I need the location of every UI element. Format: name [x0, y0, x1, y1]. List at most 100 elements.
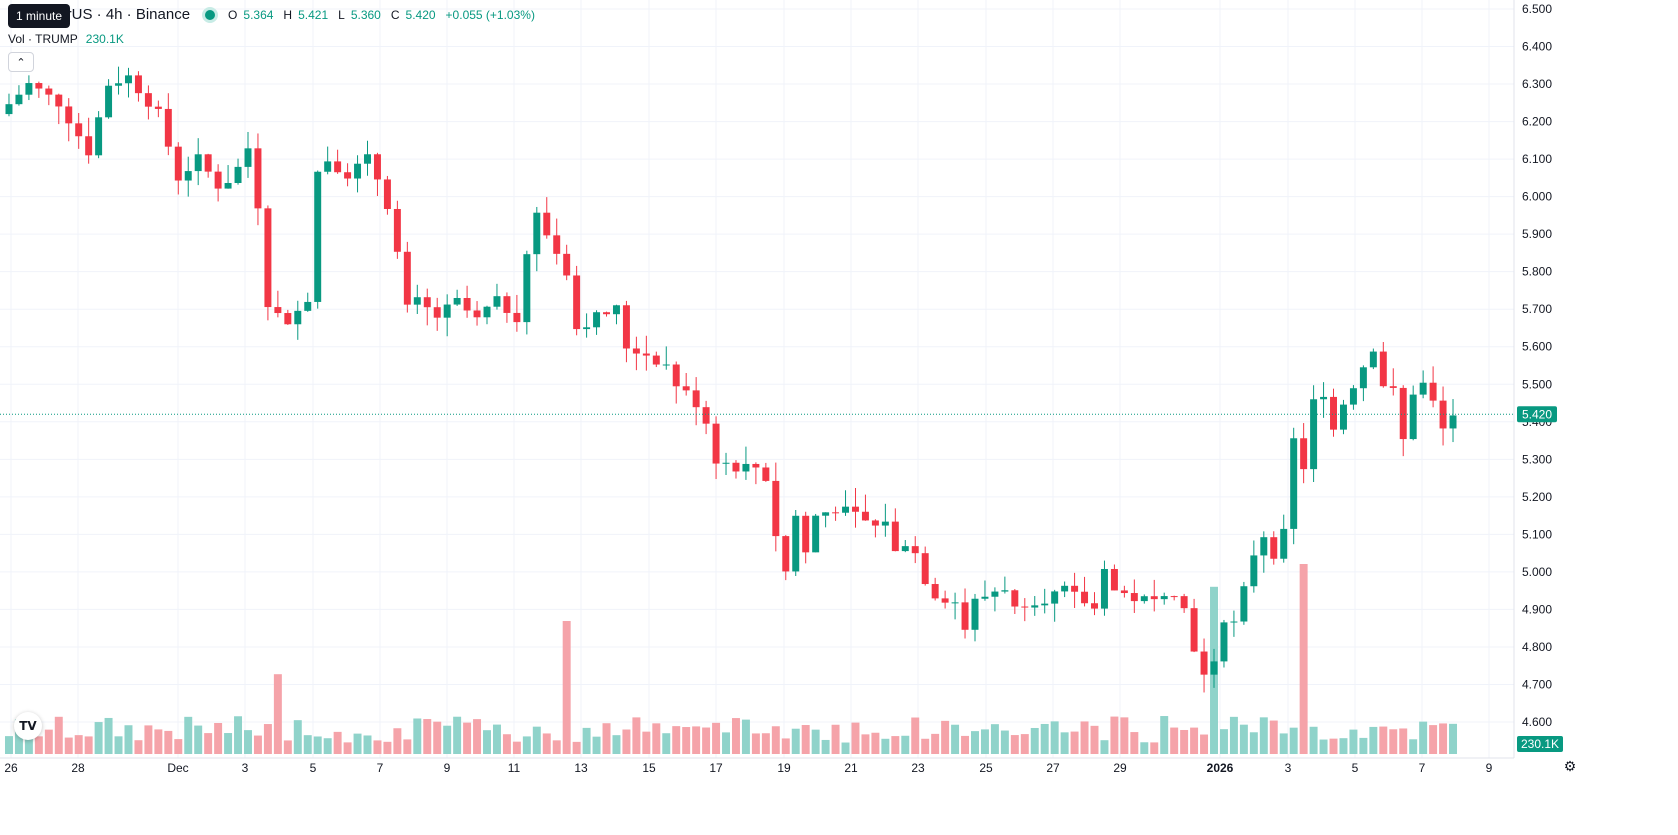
candle-body [1389, 386, 1397, 388]
volume-bar [542, 733, 551, 754]
candle-body [842, 506, 850, 513]
candle-body [543, 212, 551, 236]
price-tick-label: 4.800 [1522, 640, 1552, 654]
candle-body [95, 117, 103, 156]
volume-bar [1299, 564, 1308, 754]
candle-body [1180, 596, 1188, 609]
candle-body [1061, 585, 1069, 592]
volume-bar [134, 740, 143, 754]
volume-bar [1279, 733, 1288, 754]
volume-bar [1030, 727, 1039, 754]
candle-body [1240, 586, 1248, 622]
volume-bar [1100, 740, 1109, 754]
candle-body [364, 154, 371, 164]
price-tick-label: 6.200 [1522, 115, 1552, 129]
candle-body [1339, 404, 1347, 430]
volume-bar [413, 718, 422, 754]
candle-body [264, 208, 272, 308]
volume-bar [1130, 732, 1139, 754]
candle-body [1349, 388, 1357, 405]
candle-body [553, 235, 561, 254]
candle-body [1310, 399, 1318, 470]
candle-body [1409, 394, 1417, 440]
candle-body [174, 146, 182, 181]
change-value: +0.055 (+1.03%) [445, 7, 535, 22]
candle-body [632, 348, 640, 354]
candle-body [154, 106, 162, 109]
candle-body [573, 275, 581, 330]
volume-bar [911, 717, 920, 754]
volume-bar [363, 735, 372, 754]
candle-body [1300, 438, 1308, 470]
price-axis[interactable]: 6.500 6.400 6.300 6.200 6.100 6.000 5.900 5.800… [1513, 0, 1678, 835]
volume-bar [632, 717, 641, 754]
volume-bar [44, 729, 53, 754]
volume-bar [841, 742, 850, 754]
price-tick-label: 6.100 [1522, 152, 1552, 166]
gear-icon[interactable]: ⚙ [1563, 758, 1577, 774]
candle-body [443, 304, 451, 318]
collapse-legend-button[interactable]: ⌃ [8, 52, 34, 72]
tradingview-logo-icon[interactable]: TV [14, 712, 42, 740]
candle-body [652, 355, 660, 365]
candle-body [1379, 351, 1387, 387]
price-tick-label: 5.500 [1522, 377, 1552, 391]
volume-bar [64, 737, 73, 754]
candle-body [55, 94, 63, 107]
volume-label[interactable]: Vol · TRUMP [8, 32, 78, 46]
volume-bar [403, 739, 412, 754]
volume-bar [283, 740, 292, 754]
candle-body [612, 305, 620, 315]
candle-body [1140, 596, 1148, 602]
volume-bar [781, 738, 790, 754]
candle-body [105, 85, 113, 118]
time-axis[interactable]: 26 28 Dec 3 5 7 9 11 13 15 17 19 21 23 25 27 29 2026 3 5 7 9 [0, 757, 1514, 775]
volume-bar [393, 728, 402, 754]
volume-bar [1090, 725, 1099, 754]
candle-body [682, 386, 690, 391]
volume-bar [1389, 729, 1398, 754]
volume-bar [572, 741, 581, 754]
candle-body [951, 602, 959, 604]
candle-body [194, 154, 202, 172]
volume-bar [901, 735, 910, 754]
candle-body [642, 353, 650, 356]
volume-bar [303, 735, 312, 754]
volume-bar [1190, 727, 1199, 754]
candle-body [1369, 351, 1377, 368]
volume-bar [761, 733, 770, 754]
candle-body [1091, 603, 1098, 609]
candle-body [184, 171, 192, 181]
last-price-badge [1517, 406, 1557, 423]
candle-body [871, 520, 879, 526]
volume-bar [961, 735, 970, 754]
candle-body [812, 515, 820, 553]
volume-bar [1439, 723, 1448, 754]
candle-body [1210, 661, 1218, 675]
volume-bar [831, 724, 840, 754]
candle-body [961, 602, 969, 630]
volume-bar [512, 741, 521, 754]
candle-body [881, 521, 889, 526]
candle-body [563, 253, 571, 276]
candle-body [911, 546, 919, 554]
volume-bar [801, 725, 810, 754]
candle-body [393, 208, 401, 252]
volume-legend: Vol · TRUMP 230.1K [8, 32, 124, 46]
volume-bar [652, 723, 661, 754]
candle-body [453, 297, 461, 305]
volume-bar [4, 736, 13, 754]
candle-body [75, 123, 83, 137]
candle-body [493, 296, 501, 307]
volume-bar [373, 740, 382, 754]
close-value: 5.420 [405, 7, 436, 22]
volume-bar [821, 739, 830, 754]
volume-bar [702, 727, 711, 754]
volume-bar [1429, 725, 1438, 754]
price-tick-label: 5.600 [1522, 340, 1552, 354]
volume-bar [473, 719, 482, 754]
volume-bar [492, 724, 501, 754]
volume-bar [971, 731, 979, 754]
candle-body [1071, 585, 1079, 592]
